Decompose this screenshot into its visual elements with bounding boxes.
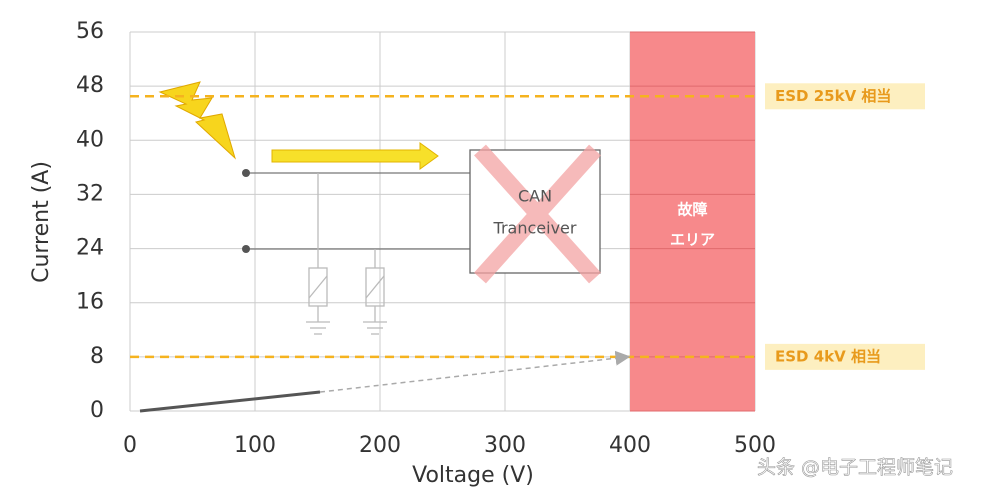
data-line	[319, 350, 631, 393]
fault-region	[630, 32, 755, 411]
y-axis-label: Current (A)	[29, 161, 54, 283]
circuit-diagram: CAN Tranceiver	[158, 81, 601, 335]
box-text: CAN	[518, 187, 552, 206]
watermark: 头条 @电子工程师笔记	[757, 457, 953, 479]
x-tick-label: 300	[484, 433, 526, 458]
arrow-icon	[271, 142, 439, 170]
data-line	[139, 390, 321, 413]
reference-label-box	[765, 83, 925, 110]
region-label: エリア	[670, 231, 715, 249]
y-tick-label: 0	[90, 398, 104, 423]
y-tick-label: 16	[76, 290, 104, 315]
y-tick-label: 48	[76, 73, 104, 98]
y-tick-label: 32	[76, 181, 104, 206]
x-tick-label: 500	[734, 433, 776, 458]
reference-label: ESD 25kV 相当	[775, 87, 891, 105]
reference-label-box	[765, 343, 925, 370]
x-tick-label: 0	[123, 433, 137, 458]
y-tick-label: 56	[76, 19, 104, 44]
y-tick-label: 40	[76, 127, 104, 152]
x-tick-label: 100	[234, 433, 276, 458]
box-text: Tranceiver	[493, 219, 577, 238]
x-tick-label: 200	[359, 433, 401, 458]
region-label: 故障	[677, 201, 707, 219]
x-axis-label: Voltage (V)	[412, 463, 534, 488]
x-tick-label: 400	[609, 433, 651, 458]
y-tick-label: 24	[76, 236, 104, 261]
lightning-icon	[158, 81, 236, 160]
y-tick-label: 8	[90, 344, 104, 369]
reference-label: ESD 4kV 相当	[775, 347, 881, 365]
